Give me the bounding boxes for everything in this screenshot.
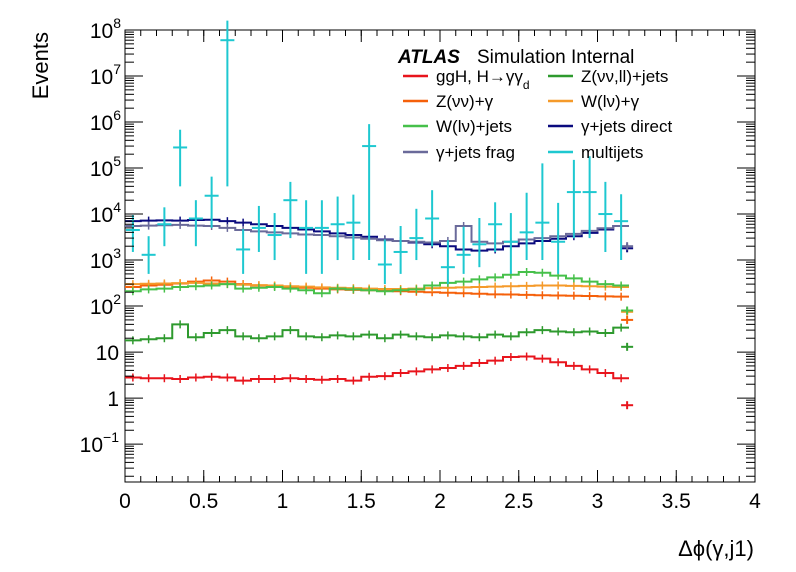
series-4: [125, 267, 634, 315]
multijets-point: [346, 194, 361, 261]
multijets-point: [188, 200, 203, 247]
axes-layer: 0 0.5 1 1.5 2 2.5 3 3.5 4 10−1 1 10 102 103 104 105 106 1…: [80, 15, 761, 513]
legend-item-2: Z(νν)+γ: [403, 92, 494, 111]
multijets-point: [582, 156, 597, 239]
multijets-point: [566, 159, 581, 239]
legend-label: W(lν)+jets: [436, 117, 512, 136]
series-7: [125, 20, 629, 285]
series-line: [125, 223, 629, 245]
multijets-point: [377, 239, 392, 285]
x-tick-label-4: 2: [434, 490, 446, 513]
multijets-point: [299, 200, 314, 274]
y-tick-label-9: 108: [90, 15, 121, 43]
multijets-point: [283, 181, 298, 239]
multijets-point: [409, 208, 424, 261]
multijets-point: [551, 202, 566, 274]
multijets-point: [535, 163, 550, 261]
series-line: [125, 355, 629, 382]
y-tick-label-6: 105: [90, 153, 121, 181]
atlas-annotation: ATLAS Simulation Internal: [397, 47, 634, 68]
legend-item-7: multijets: [548, 143, 643, 162]
y-tick-label-7: 106: [90, 107, 121, 135]
y-tick-label-5: 104: [90, 199, 121, 227]
multijets-point: [614, 194, 629, 261]
legend-item-1: Z(νν,ll)+jets: [548, 67, 668, 86]
x-tick-label-3: 1.5: [347, 490, 376, 513]
series-6: [125, 220, 634, 251]
series-line: [125, 323, 629, 342]
x-tick-label-5: 2.5: [504, 490, 533, 513]
multijets-point: [220, 20, 235, 187]
legend-label: γ+jets direct: [581, 117, 672, 136]
simulation-label: Simulation Internal: [477, 47, 634, 68]
multijets-point: [598, 181, 613, 252]
legend-item-6: γ+jets frag: [403, 143, 515, 162]
multijets-point: [173, 129, 188, 187]
legend-item-4: W(lν)+jets: [403, 117, 512, 136]
y-tick-label-3: 102: [90, 291, 121, 319]
multijets-point: [251, 205, 266, 252]
multijets-point: [519, 192, 534, 261]
multijets-point: [425, 190, 440, 247]
x-tick-label-2: 1: [277, 490, 289, 513]
multijets-point: [488, 202, 503, 252]
multijets-point: [393, 225, 408, 274]
legend-item-0: ggH, H→γγd: [403, 67, 530, 92]
y-tick-label-8: 107: [90, 61, 121, 89]
multijets-point: [472, 218, 487, 268]
atlas-label: ATLAS: [397, 47, 460, 68]
y-axis-label: Events: [28, 32, 53, 99]
multijets-point: [157, 207, 172, 247]
legend: ggH, H→γγd Z(νν,ll)+jets Z(νν)+γ W(lν)+γ W(l…: [403, 67, 672, 162]
legend-label: multijets: [581, 143, 643, 162]
multijets-point: [330, 196, 345, 261]
legend-label: γ+jets frag: [436, 143, 515, 162]
multijets-point: [440, 240, 455, 285]
multijets-point: [204, 176, 219, 228]
y-tick-label-4: 103: [90, 245, 121, 273]
y-tick-label-2: 10: [96, 342, 119, 365]
multijets-point: [267, 213, 282, 261]
series-1: [125, 320, 634, 351]
multijets-point: [362, 124, 377, 261]
y-tick-label-1: 1: [107, 388, 119, 411]
x-tick-label-6: 3: [592, 490, 604, 513]
multijets-point: [456, 226, 471, 274]
multijets-point: [314, 200, 329, 274]
series-0: [125, 352, 634, 410]
legend-label: W(lν)+γ: [581, 92, 640, 111]
legend-label: ggH, H→γγd: [436, 67, 530, 92]
x-tick-label-8: 4: [749, 490, 761, 513]
multijets-point: [236, 229, 251, 274]
multijets-point: [503, 213, 518, 274]
multijets-point: [141, 236, 156, 274]
x-tick-label-7: 3.5: [662, 490, 691, 513]
x-axis-label: Δϕ(γ,j1): [678, 536, 754, 561]
y-tick-label-0: 10−1: [80, 429, 120, 457]
x-tick-label-1: 0.5: [189, 490, 218, 513]
legend-item-3: W(lν)+γ: [548, 92, 640, 111]
legend-label: Z(νν,ll)+jets: [581, 67, 668, 86]
legend-label: Z(νν)+γ: [436, 92, 494, 111]
series-3: [125, 278, 634, 316]
legend-item-5: γ+jets direct: [548, 117, 672, 136]
x-tick-label-0: 0: [119, 490, 131, 513]
series-layer: [125, 20, 634, 410]
